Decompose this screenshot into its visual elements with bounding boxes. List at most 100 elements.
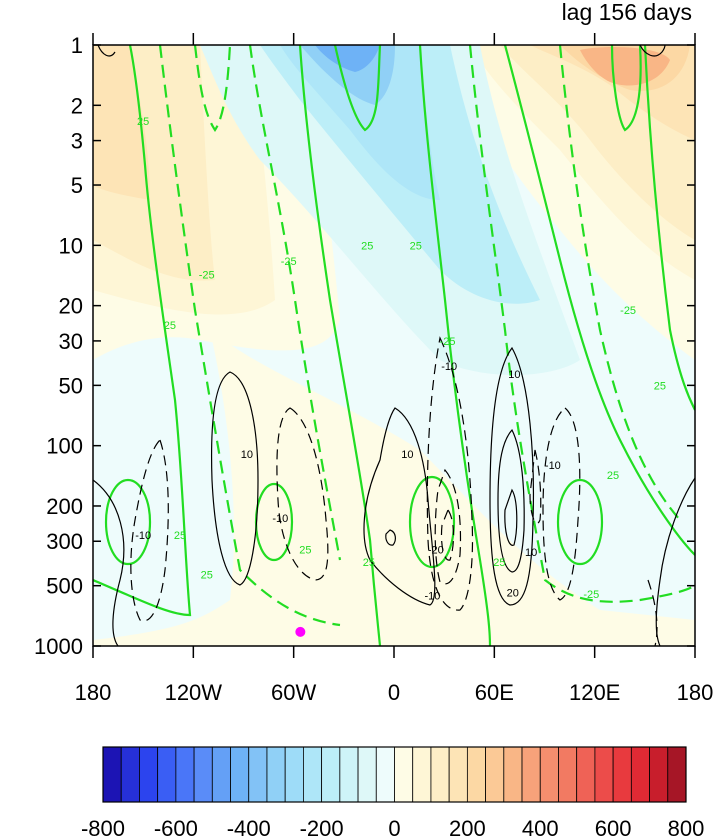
colorbar-tick-label: 800 (668, 816, 705, 838)
colorbar-swatch (303, 746, 323, 803)
colorbar-swatch (576, 746, 596, 803)
y-tick-label: 200 (46, 494, 83, 519)
black-contour-solid-4 (489, 346, 535, 606)
green-contour-solid-2 (298, 45, 382, 646)
green-contour-dashed-2 (248, 45, 342, 561)
colorbar-swatch (139, 746, 159, 803)
colorbar-swatch (102, 746, 122, 803)
colorbar-swatch (521, 746, 541, 803)
black-contour-dashed-5 (440, 508, 455, 561)
black-contour-dashed-1 (130, 438, 169, 622)
contour-label: 25 (654, 380, 666, 392)
colorbar-swatch (558, 746, 578, 803)
colorbar-tick-label: -200 (300, 816, 344, 838)
colorbar-tick-label: -800 (81, 816, 125, 838)
green-contour-oval-1 (104, 478, 152, 566)
y-tick-label: 300 (46, 529, 83, 554)
contour-label: 25 (410, 240, 422, 252)
green-contour-solid-4 (418, 45, 492, 646)
contour-label: -25 (281, 256, 297, 268)
y-axis: 1 2 3 5 10 20 30 50 100 200 300 500 1000 (34, 33, 695, 659)
y-tick-label: 1000 (34, 634, 83, 659)
y-tick-label: 500 (46, 574, 83, 599)
contour-label: 25 (493, 557, 505, 569)
black-contour-solid-3 (363, 407, 436, 606)
colorbar-swatch (430, 746, 450, 803)
contour-label: 25 (299, 545, 311, 557)
shading-layer (93, 45, 695, 646)
y-tick-label: 2 (71, 93, 83, 118)
contour-label: -10 (545, 460, 561, 472)
contour-label: 20 (507, 587, 519, 599)
green-contours (93, 45, 695, 646)
colorbar-frame (102, 746, 687, 803)
shade-upper-center-5 (315, 45, 380, 72)
green-contour-oval-4 (556, 478, 604, 566)
black-contour-dashed-3 (426, 336, 474, 611)
colorbar-swatch (230, 746, 250, 803)
black-contour-dashed-4 (434, 468, 462, 585)
black-contour-dashed-7 (529, 449, 542, 524)
y-tick-label: 1 (71, 33, 83, 58)
colorbar-tick-label: 0 (388, 816, 400, 838)
x-tick-label: 180 (677, 680, 714, 705)
colorbar-swatch (248, 746, 268, 803)
black-contour-solid-top-left (97, 45, 116, 57)
colorbar-tick-label: 600 (595, 816, 632, 838)
contour-label: -10 (272, 513, 288, 525)
y-tick-label: 30 (59, 329, 83, 354)
contour-label: 25 (607, 470, 619, 482)
colorbar-swatch (649, 746, 669, 803)
y-tick-label: 20 (59, 294, 83, 319)
contour-label: 10 (508, 369, 520, 381)
colorbar-tick-label: -600 (154, 816, 198, 838)
colorbar-swatch (266, 746, 286, 803)
contour-label: -25 (620, 305, 636, 317)
green-contour-dashed-1 (158, 45, 341, 627)
contour-label: -10 (425, 591, 441, 603)
colorbar-swatch (175, 746, 195, 803)
green-contour-solid-7 (610, 45, 642, 132)
colorbar-swatch (339, 746, 359, 803)
colorbar-swatch (284, 746, 304, 803)
black-contour-dashed-8 (647, 579, 658, 646)
colorbar: -800 -600 -400 -200 0 200 400 600 800 (81, 746, 705, 838)
contour-label: 25 (137, 116, 149, 128)
colorbar-swatch (503, 746, 523, 803)
green-contour-solid-1 (93, 45, 192, 617)
contour-label: 25 (361, 240, 373, 252)
black-contour-dashed-6 (542, 407, 581, 601)
colorbar-swatch (448, 746, 468, 803)
green-contour-solid-6 (643, 45, 695, 411)
x-tick-label: 60W (271, 680, 316, 705)
colorbar-swatch (612, 746, 632, 803)
black-contour-solid-6 (504, 488, 518, 546)
contour-label: 25 (164, 320, 176, 332)
contour-label-layer: -25 25 -25 25 25 25 -25 -25 25 25 25 25 25 25 -25 25 -10… (135, 116, 666, 602)
colorbar-swatch (193, 746, 213, 803)
x-tick-label: 0 (388, 680, 400, 705)
chart-title: lag 156 days (562, 0, 692, 25)
colorbar-swatch (375, 746, 395, 803)
colorbar-tick-label: 200 (449, 816, 486, 838)
colorbar-swatch (394, 746, 414, 803)
black-contour-solid-small (385, 529, 396, 546)
green-contour-solid-5 (503, 45, 695, 556)
contour-label: -20 (428, 545, 444, 557)
contour-label: -25 (583, 589, 599, 601)
green-contour-solid-3 (333, 45, 382, 132)
contour-label: -10 (441, 361, 457, 373)
colorbar-swatch (594, 746, 614, 803)
contour-label: -25 (199, 270, 215, 282)
contour-label: 25 (201, 570, 213, 582)
station-marker (295, 626, 306, 637)
colorbar-swatch (485, 746, 505, 803)
contour-label: 10 (401, 449, 413, 461)
shade-lower-warm (93, 330, 695, 646)
colorbar-swatch (539, 746, 559, 803)
colorbar-swatch (466, 746, 486, 803)
colorbar-swatch (630, 746, 650, 803)
contour-label: 10 (241, 449, 253, 461)
green-contour-dashed-5 (558, 45, 681, 521)
